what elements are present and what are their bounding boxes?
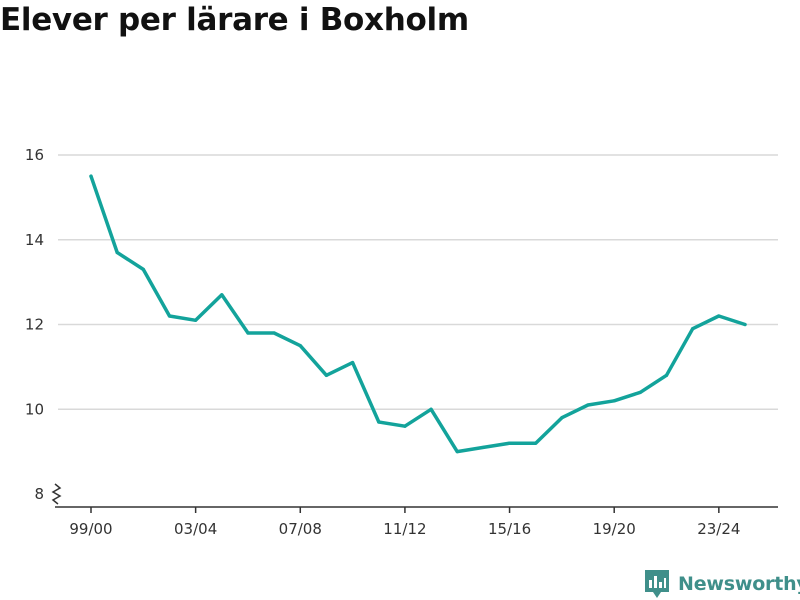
- data-point: [272, 331, 276, 335]
- data-point: [377, 420, 381, 424]
- grid-lines: [58, 154, 778, 410]
- data-point: [534, 441, 538, 445]
- data-point: [167, 314, 172, 318]
- y-tick-label: 10: [25, 400, 44, 418]
- x-tick-label: 23/24: [697, 520, 740, 538]
- data-point: [455, 450, 459, 454]
- x-tick-label: 99/00: [69, 520, 112, 538]
- y-tick-label: 12: [25, 316, 44, 334]
- line-chart: 8 10 12 14 16 99/00 03/04 07/08 11/12 15/16 19/20…: [25, 146, 778, 538]
- data-point: [586, 403, 590, 407]
- y-tick-label: 14: [25, 231, 44, 249]
- data-point: [220, 293, 224, 297]
- data-point: [560, 416, 564, 420]
- data-point: [691, 327, 695, 331]
- axis-break-icon: [51, 483, 62, 505]
- x-tick-label: 15/16: [488, 520, 531, 538]
- x-axis: [51, 483, 778, 508]
- data-point: [351, 361, 355, 365]
- series-layer: [89, 174, 747, 454]
- data-point: [481, 445, 485, 449]
- data-point: [298, 344, 302, 348]
- data-point: [115, 250, 119, 255]
- data-point: [246, 331, 250, 335]
- data-point: [507, 441, 512, 445]
- data-point: [638, 390, 642, 394]
- brand-name: Newsworthy: [678, 573, 800, 595]
- chart-title: Elever per lärare i Boxholm: [0, 2, 469, 38]
- x-axis-ticks: 99/00 03/04 07/08 11/12 15/16 19/20 23/24: [69, 507, 740, 538]
- y-tick-label: 8: [34, 485, 44, 503]
- data-point: [743, 322, 747, 327]
- data-point: [429, 407, 433, 411]
- y-axis-ticks: 8 10 12 14 16: [25, 146, 44, 503]
- y-tick-label: 16: [25, 146, 44, 164]
- x-tick-label: 07/08: [279, 520, 322, 538]
- brand-logo: Newsworthy: [644, 568, 800, 600]
- data-point: [89, 174, 93, 178]
- x-tick-label: 19/20: [593, 520, 636, 538]
- data-point: [141, 267, 145, 272]
- data-point: [612, 399, 616, 403]
- data-point: [403, 424, 407, 428]
- x-tick-label: 03/04: [174, 520, 217, 538]
- data-point: [664, 373, 669, 377]
- data-point: [324, 373, 329, 377]
- data-point: [717, 314, 721, 318]
- bar-chart-speech-bubble-icon: [645, 570, 669, 598]
- x-tick-label: 11/12: [383, 520, 426, 538]
- data-point: [194, 318, 198, 322]
- series-line: [89, 174, 747, 454]
